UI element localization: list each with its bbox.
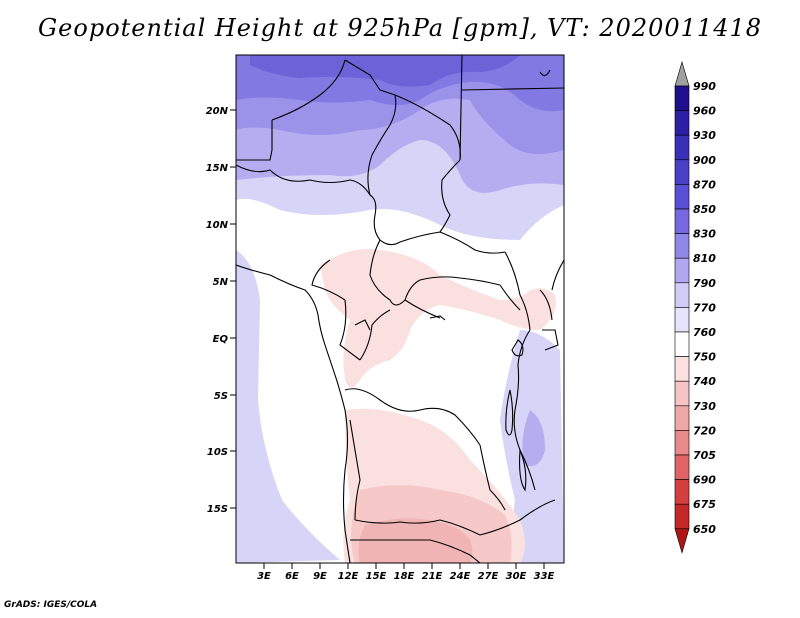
lon-label: 3E	[257, 571, 271, 582]
colorbar-swatch	[674, 208, 690, 234]
colorbar-swatch	[674, 405, 690, 431]
colorbar-level-label: 810	[693, 252, 716, 265]
plot-frame	[235, 54, 565, 564]
colorbar-level-label: 730	[693, 400, 716, 413]
colorbar-swatch	[674, 430, 690, 456]
colorbar-swatch	[674, 134, 690, 161]
lat-label: EQ	[213, 334, 229, 345]
colorbar-level-label: 930	[693, 129, 716, 142]
colorbar-swatch	[674, 454, 690, 480]
lon-label: 12E	[338, 571, 359, 582]
map-title: Geopotential Height at 925hPa [gpm], VT:…	[38, 14, 762, 42]
lon-label: 18E	[394, 571, 415, 582]
colorbar-arrow-top	[674, 60, 690, 87]
colorbar-swatch	[674, 307, 690, 333]
colorbar-level-label: 720	[693, 424, 716, 437]
colorbar-level-label: 740	[693, 375, 716, 388]
height-field	[236, 55, 564, 563]
colorbar-swatch	[674, 503, 690, 530]
colorbar-level-label: 870	[693, 178, 716, 191]
credit-label: GrADS: IGES/COLA	[4, 600, 98, 610]
lat-label: 15S	[207, 504, 228, 515]
colorbar-swatch	[674, 282, 690, 308]
lat-label: 10N	[206, 220, 229, 231]
colorbar-level-label: 750	[693, 351, 716, 364]
colorbar-level-label: 830	[693, 228, 716, 241]
colorbar-swatch	[674, 184, 690, 210]
colorbar-arrow-bottom	[674, 528, 690, 554]
lon-label: 24E	[450, 571, 471, 582]
colorbar-swatch	[674, 380, 690, 407]
lat-label: 5N	[213, 277, 229, 288]
colorbar-swatch	[674, 331, 690, 357]
colorbar-swatch	[674, 85, 690, 111]
lon-label: 27E	[478, 571, 499, 582]
colorbar-level-label: 760	[693, 326, 716, 339]
colorbar-swatch	[674, 110, 690, 136]
colorbar-level-label: 790	[693, 277, 716, 290]
colorbar-level-label: 850	[693, 203, 716, 216]
colorbar: 990 960 930 900 870 850 830 810 790 770 760 750 740 7…	[674, 60, 716, 554]
lon-label: 9E	[313, 571, 327, 582]
colorbar-level-label: 675	[693, 498, 716, 511]
colorbar-swatch	[674, 233, 690, 259]
longitude-axis: 3E 6E 9E 12E 15E 18E 21E 24E 27E 30E 33E	[257, 563, 555, 582]
lon-label: 33E	[534, 571, 555, 582]
colorbar-level-label: 960	[693, 105, 716, 118]
country-boundaries	[236, 55, 564, 563]
colorbar-level-label: 650	[693, 523, 716, 536]
colorbar-swatch	[674, 356, 690, 382]
colorbar-level-label: 705	[693, 449, 716, 462]
lon-label: 6E	[285, 571, 299, 582]
colorbar-level-label: 770	[693, 301, 716, 314]
colorbar-level-label: 990	[693, 80, 716, 93]
lat-label: 15N	[206, 163, 229, 174]
lat-label: 10S	[207, 447, 228, 458]
colorbar-swatch	[674, 159, 690, 185]
colorbar-swatch	[674, 479, 690, 505]
colorbar-level-label: 690	[693, 474, 716, 487]
lat-label: 5S	[214, 391, 228, 402]
colorbar-swatch	[674, 257, 690, 284]
colorbar-level-label: 900	[693, 154, 716, 167]
lon-label: 21E	[422, 571, 443, 582]
lat-label: 20N	[206, 106, 229, 117]
lon-label: 15E	[366, 571, 387, 582]
lon-label: 30E	[506, 571, 527, 582]
latitude-axis: 20N 15N 10N 5N EQ 5S 10S 15S	[206, 106, 236, 515]
